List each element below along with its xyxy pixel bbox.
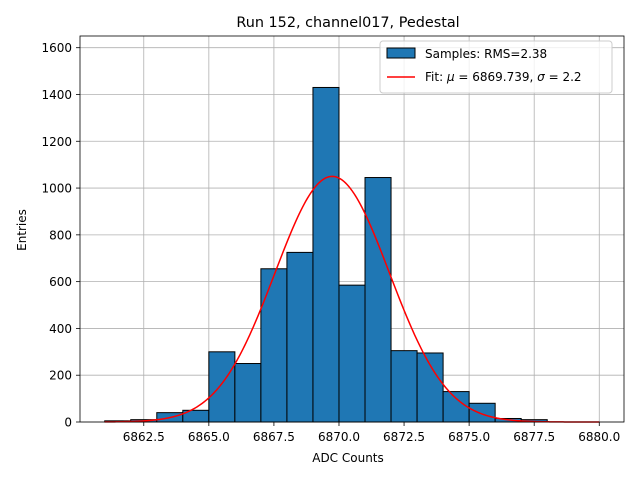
histogram-bar bbox=[260, 268, 288, 423]
legend-sigma-text: = 2.2 bbox=[545, 70, 582, 84]
histogram-bar bbox=[416, 352, 444, 423]
y-tick-label: 1400 bbox=[41, 88, 72, 102]
y-tick-label: 200 bbox=[49, 369, 72, 383]
legend-fit-label: Fit: μ = 6869.739, σ = 2.2 bbox=[425, 70, 582, 84]
legend-samples-swatch bbox=[386, 47, 416, 59]
legend-sigma-symbol: σ bbox=[537, 70, 545, 84]
y-tick-label: 1600 bbox=[41, 41, 72, 55]
y-axis-label: Entries bbox=[15, 209, 29, 251]
histogram-bar bbox=[286, 251, 314, 423]
y-tick-label: 400 bbox=[49, 322, 72, 336]
legend-box bbox=[379, 40, 613, 94]
x-axis-label: ADC Counts bbox=[312, 451, 384, 465]
legend-samples-label: Samples: RMS=2.38 bbox=[425, 47, 547, 61]
axis-ticks: 6862.5 6865.0 6867.5 6870.0 6872.5 6875.0 6877… bbox=[41, 41, 620, 444]
legend-mu-text: = 6869.739, bbox=[455, 70, 538, 84]
histogram-bar bbox=[442, 391, 470, 423]
legend-mu-symbol: μ bbox=[446, 70, 455, 84]
y-tick-label: 1000 bbox=[41, 182, 72, 196]
histogram-bar bbox=[468, 402, 496, 423]
axes-frame bbox=[79, 35, 625, 423]
histogram-bar bbox=[234, 363, 262, 423]
legend-fit-prefix: Fit: bbox=[425, 70, 447, 84]
y-tick-label: 1200 bbox=[41, 135, 72, 149]
x-tick-label: 6867.5 bbox=[253, 430, 295, 444]
y-tick-label: 800 bbox=[49, 228, 72, 242]
x-tick-label: 6875.0 bbox=[448, 430, 490, 444]
y-tick-label: 600 bbox=[49, 275, 72, 289]
chart-title: Run 152, channel017, Pedestal bbox=[236, 15, 459, 31]
y-tick-label: 0 bbox=[64, 416, 72, 430]
histogram-bar bbox=[338, 284, 366, 423]
plot-frame bbox=[79, 35, 625, 423]
x-tick-label: 6865.0 bbox=[188, 430, 230, 444]
x-tick-label: 6862.5 bbox=[123, 430, 165, 444]
histogram-bar bbox=[390, 350, 418, 423]
legend: Samples: RMS=2.38 Fit: μ = 6869.739, σ =… bbox=[379, 40, 613, 94]
histogram-bar bbox=[208, 351, 236, 423]
x-tick-label: 6872.5 bbox=[383, 430, 425, 444]
x-tick-label: 6870.0 bbox=[318, 430, 360, 444]
histogram-bar bbox=[312, 86, 340, 423]
x-tick-label: 6877.5 bbox=[513, 430, 555, 444]
x-tick-label: 6880.0 bbox=[578, 430, 620, 444]
histogram-bars bbox=[104, 86, 548, 423]
histogram-bar bbox=[364, 177, 392, 423]
fit-curve bbox=[104, 175, 600, 423]
